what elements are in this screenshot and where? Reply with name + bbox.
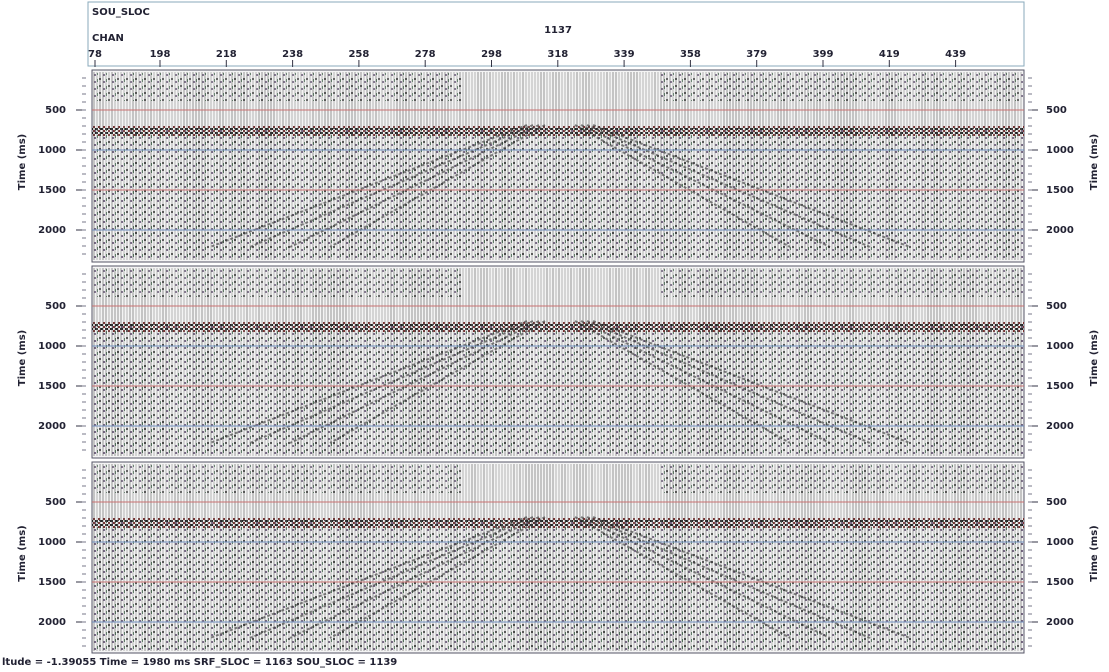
first-break-band (92, 126, 1024, 136)
gather-panel (91, 265, 1025, 459)
axis-label-right: Time (ms) (1089, 330, 1100, 386)
channel-tick-label: 238 (282, 49, 303, 60)
axis-label-right: Time (ms) (1089, 525, 1100, 581)
cone-event (580, 124, 831, 248)
cone-event (592, 124, 911, 248)
cone-event (574, 124, 791, 248)
time-tick-label-left: 500 (45, 301, 66, 312)
channel-tick-label: 218 (216, 49, 237, 60)
time-tick-label-right: 500 (1046, 105, 1067, 116)
cone-event (209, 516, 528, 639)
channel-tick-label: 399 (813, 49, 834, 60)
channel-tick-label: 198 (150, 49, 171, 60)
time-tick-label-left: 2000 (38, 617, 66, 628)
cone-event (329, 124, 546, 248)
key-label: SOU_SLOC (92, 7, 150, 18)
channel-tick-label: 318 (547, 49, 568, 60)
axis-label-left: Time (ms) (17, 134, 28, 190)
status-bar: ltude = -1.39055 Time = 1980 ms SRF_SLOC… (2, 657, 397, 668)
cone-event (586, 320, 871, 444)
axis-label-left: Time (ms) (17, 330, 28, 386)
time-tick-label-left: 2000 (38, 225, 66, 236)
channel-tick-label: 358 (680, 49, 701, 60)
channel-tick-label: 439 (945, 49, 966, 60)
time-tick-label-right: 2000 (1046, 225, 1074, 236)
time-tick-label-left: 1500 (38, 381, 66, 392)
cone-event (249, 124, 534, 248)
cone-event (289, 124, 540, 248)
channel-tick-label: 278 (415, 49, 436, 60)
key-value: 1137 (544, 25, 572, 36)
cone-event (289, 516, 540, 639)
axis-label-left: Time (ms) (17, 525, 28, 581)
time-tick-label-left: 1000 (38, 145, 66, 156)
time-tick-label-left: 1000 (38, 341, 66, 352)
time-tick-label-right: 500 (1046, 497, 1067, 508)
channel-tick-label: 419 (879, 49, 900, 60)
first-break-band (92, 518, 1024, 528)
time-tick-label-left: 1000 (38, 537, 66, 548)
cone-event (574, 516, 791, 639)
time-tick-label-left: 500 (45, 105, 66, 116)
time-tick-label-left: 500 (45, 497, 66, 508)
time-tick-label-right: 1500 (1046, 577, 1074, 588)
cone-event (249, 320, 534, 444)
cone-event (329, 516, 546, 639)
cone-event (209, 320, 528, 444)
first-break-band (92, 322, 1024, 332)
noise-top (660, 269, 1024, 297)
cone-event (580, 320, 831, 444)
cone-event (249, 516, 534, 639)
channel-tick-label: 258 (348, 49, 369, 60)
time-tick-label-right: 1000 (1046, 145, 1074, 156)
time-tick-label-right: 1000 (1046, 537, 1074, 548)
time-tick-label-right: 1000 (1046, 341, 1074, 352)
header-box (87, 1, 1025, 67)
cone-event (574, 320, 791, 444)
cone-event (289, 320, 540, 444)
cone-event (329, 320, 546, 444)
time-tick-label-right: 1500 (1046, 381, 1074, 392)
axis-label-right: Time (ms) (1089, 134, 1100, 190)
channel-label: CHAN (92, 33, 124, 44)
cone-event (592, 516, 911, 639)
gather-panel (91, 461, 1025, 654)
channel-tick-label: 78 (88, 49, 102, 60)
noise-top (660, 465, 1024, 493)
cone-event (586, 124, 871, 248)
time-tick-label-left: 2000 (38, 421, 66, 432)
channel-tick-label: 379 (746, 49, 767, 60)
channel-tick-label: 339 (614, 49, 635, 60)
cone-event (592, 320, 911, 444)
time-tick-label-right: 2000 (1046, 617, 1074, 628)
time-tick-label-left: 1500 (38, 185, 66, 196)
cone-event (209, 124, 528, 248)
channel-tick-label: 298 (481, 49, 502, 60)
noise-top (660, 73, 1024, 101)
cone-event (586, 516, 871, 639)
time-tick-label-left: 1500 (38, 577, 66, 588)
cone-event (580, 516, 831, 639)
time-tick-label-right: 500 (1046, 301, 1067, 312)
time-tick-label-right: 2000 (1046, 421, 1074, 432)
time-tick-label-right: 1500 (1046, 185, 1074, 196)
gather-panel (91, 69, 1025, 263)
